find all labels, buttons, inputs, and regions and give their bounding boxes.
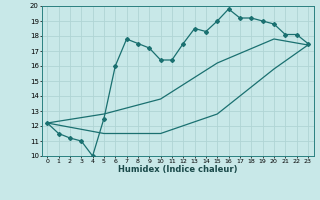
X-axis label: Humidex (Indice chaleur): Humidex (Indice chaleur) bbox=[118, 165, 237, 174]
